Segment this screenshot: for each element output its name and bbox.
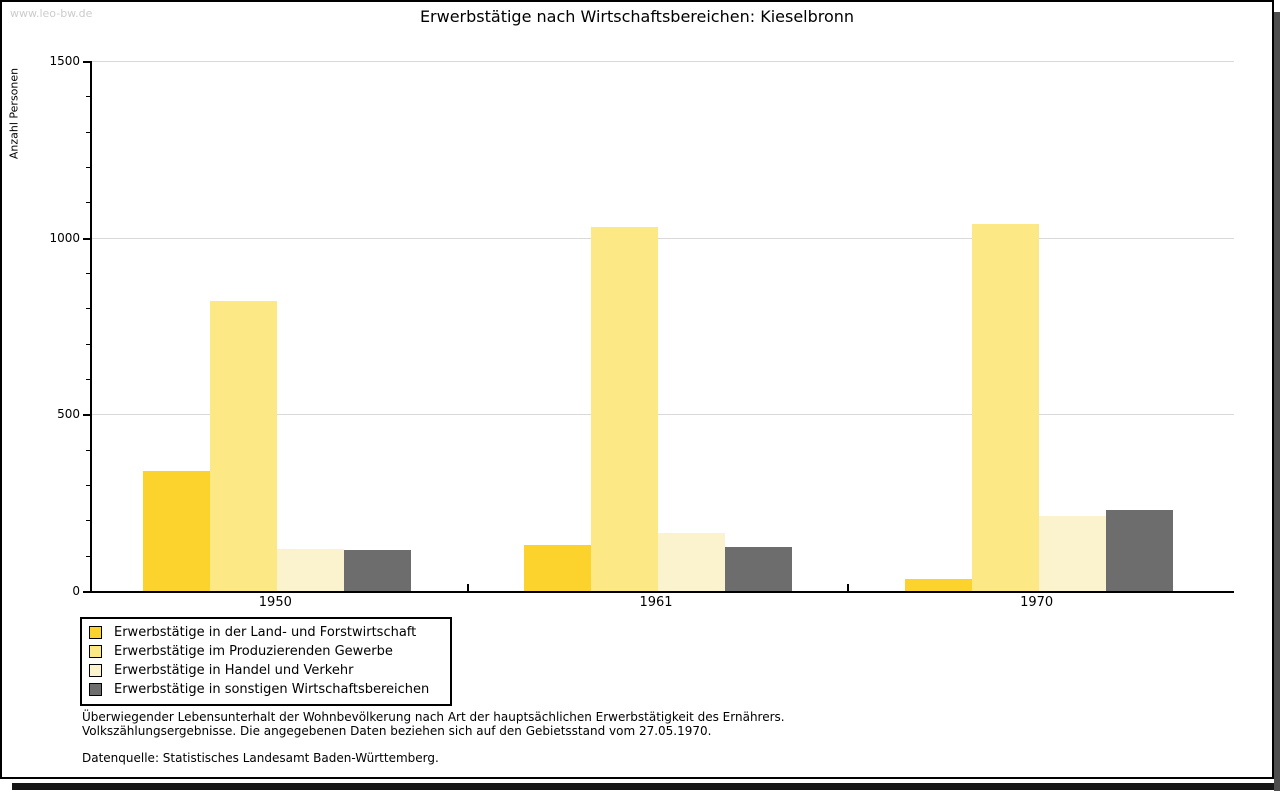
bar-1961-series-1 [524, 545, 591, 591]
x-boundary-tick-2 [847, 584, 850, 591]
frame-shadow-bottom [12, 783, 1274, 790]
x-tick-label-1950: 1950 [258, 595, 292, 610]
y-minor-tick-100 [86, 555, 90, 557]
footnote-line-2: Volkszählungsergebnisse. Die angegebenen… [82, 724, 712, 738]
y-major-tick-0 [83, 591, 90, 593]
legend-item-4: Erwerbstätige in sonstigen Wirtschaftsbe… [89, 680, 444, 699]
bar-1970-series-2 [971, 223, 1039, 591]
bar-1970-series-1 [904, 579, 972, 591]
frame-shadow-right [1274, 12, 1280, 791]
y-minor-tick-400 [86, 449, 90, 451]
y-minor-tick-1100 [86, 202, 90, 204]
legend-swatch-4 [89, 683, 102, 696]
bar-1961-series-4 [725, 546, 792, 591]
legend-label-2: Erwerbstätige im Produzierenden Gewerbe [114, 644, 393, 659]
gridline-1500 [92, 61, 1234, 62]
legend-swatch-3 [89, 664, 102, 677]
legend-label-3: Erwerbstätige in Handel und Verkehr [114, 663, 354, 678]
y-minor-tick-900 [86, 273, 90, 274]
legend-item-1: Erwerbstätige in der Land- und Forstwirt… [89, 623, 444, 642]
y-tick-label-500: 500 [57, 407, 80, 422]
gridline-1000 [92, 237, 1234, 239]
footnotes: Überwiegender Lebensunterhalt der Wohnbe… [82, 710, 785, 765]
bar-1961-series-3 [658, 532, 725, 591]
y-minor-tick-1400 [86, 96, 90, 98]
footnote-line-1: Überwiegender Lebensunterhalt der Wohnbe… [82, 710, 785, 724]
y-major-tick-500 [83, 414, 90, 417]
legend-item-2: Erwerbstätige im Produzierenden Gewerbe [89, 642, 444, 661]
y-axis-label: Anzahl Personen [7, 67, 21, 160]
gridline-500 [92, 414, 1234, 416]
y-minor-tick-300 [86, 485, 90, 486]
plot-area [90, 61, 1234, 593]
x-tick-label-1961: 1961 [639, 595, 673, 610]
legend-label-4: Erwerbstätige in sonstigen Wirtschaftsbe… [114, 682, 430, 697]
watermark-url: www.leo-bw.de [10, 7, 93, 20]
y-minor-tick-1200 [86, 167, 90, 168]
legend-swatch-1 [89, 626, 102, 639]
y-tick-label-1500: 1500 [49, 54, 80, 68]
legend-item-3: Erwerbstätige in Handel und Verkehr [89, 661, 444, 680]
legend-swatch-2 [89, 645, 102, 658]
y-minor-tick-200 [86, 520, 90, 522]
legend-box: Erwerbstätige in der Land- und Forstwirt… [80, 617, 452, 706]
y-major-tick-1500 [83, 61, 90, 63]
y-minor-tick-1300 [86, 131, 90, 133]
bar-1950-series-1 [143, 470, 211, 591]
footnote-source: Datenquelle: Statistisches Landesamt Bad… [82, 751, 439, 765]
y-minor-tick-600 [86, 379, 90, 380]
y-minor-tick-800 [86, 308, 90, 310]
x-tick-label-1970: 1970 [1020, 595, 1054, 610]
bar-1970-series-3 [1038, 516, 1106, 591]
y-minor-tick-700 [86, 343, 90, 345]
bar-1961-series-2 [591, 226, 658, 591]
y-tick-label-0: 0 [72, 584, 80, 598]
bar-1970-series-4 [1105, 510, 1173, 591]
bar-1950-series-2 [210, 300, 278, 591]
y-major-tick-1000 [83, 237, 90, 240]
legend-label-1: Erwerbstätige in der Land- und Forstwirt… [114, 625, 417, 640]
x-boundary-tick-1 [466, 584, 469, 591]
bar-1950-series-4 [344, 549, 412, 591]
bar-1950-series-3 [277, 548, 345, 591]
y-tick-label-1000: 1000 [49, 230, 80, 245]
chart-title: Erwerbstätige nach Wirtschaftsbereichen:… [419, 7, 855, 26]
